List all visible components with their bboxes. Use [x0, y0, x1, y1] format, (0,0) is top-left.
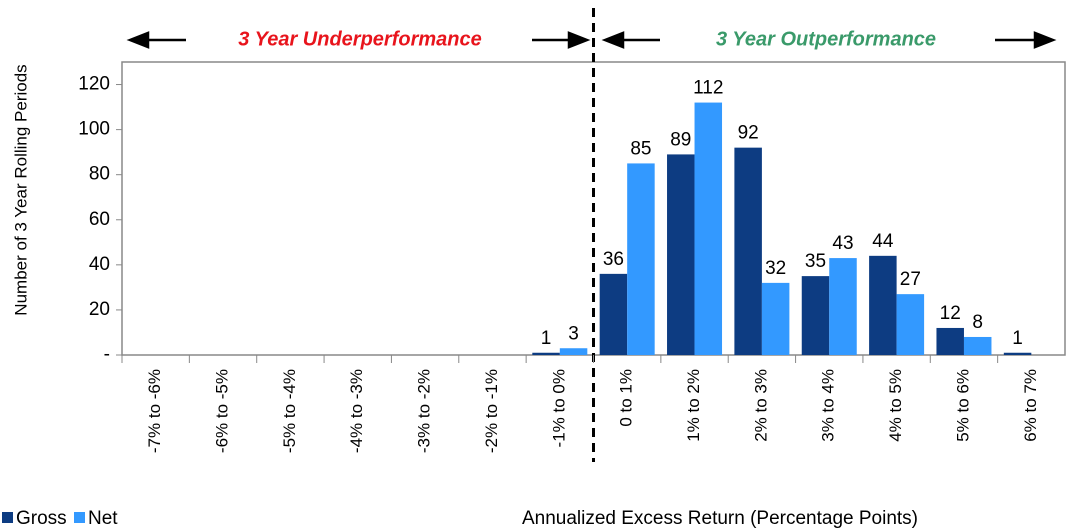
- data-label: 27: [900, 269, 921, 290]
- bar: [559, 348, 588, 355]
- annotation-out: 3 Year Outperformance: [716, 28, 936, 50]
- data-label: 43: [832, 233, 853, 254]
- x-tick-label: -1% to 0%: [549, 369, 568, 447]
- bar: [801, 276, 830, 355]
- data-label: 32: [765, 258, 786, 279]
- legend-label: Gross: [16, 508, 67, 529]
- y-tick-label: 60: [89, 209, 110, 230]
- y-tick-label: 100: [78, 119, 110, 140]
- x-tick-label: 5% to 6%: [953, 369, 972, 442]
- data-label: 8: [972, 312, 983, 333]
- x-tick-label: -6% to -5%: [213, 369, 232, 453]
- legend-swatch: [74, 512, 85, 523]
- data-label: 89: [670, 129, 691, 150]
- annotation-under: 3 Year Underperformance: [238, 28, 481, 50]
- data-label: 36: [603, 249, 624, 270]
- x-axis-label: Annualized Excess Return (Percentage Poi…: [522, 508, 918, 529]
- x-tick-label: -4% to -3%: [347, 369, 366, 453]
- y-tick-label: 120: [78, 74, 110, 95]
- bar: [599, 273, 628, 355]
- bar: [734, 147, 762, 355]
- bar: [869, 255, 897, 355]
- data-label: 12: [940, 303, 961, 324]
- x-tick-label: 6% to 7%: [1021, 369, 1040, 442]
- bar: [761, 282, 790, 355]
- y-tick-label: 40: [89, 254, 110, 275]
- data-label: 92: [738, 123, 759, 144]
- bar: [829, 258, 857, 355]
- x-tick-label: -3% to -2%: [415, 369, 434, 453]
- arrows: [126, 31, 1057, 49]
- data-label: 1: [1012, 328, 1023, 349]
- data-label: 85: [630, 138, 651, 159]
- x-tick-label: 4% to 5%: [886, 369, 905, 442]
- bar: [667, 154, 695, 355]
- x-tick-label: 0 to 1%: [617, 369, 636, 427]
- y-tick-label: 80: [89, 164, 110, 185]
- y-axis-label: Number of 3 Year Rolling Periods: [11, 64, 30, 315]
- data-label: 3: [568, 323, 579, 344]
- bar: [936, 327, 964, 355]
- bar: [627, 163, 655, 355]
- bar: [963, 336, 992, 355]
- x-tick-label: -2% to -1%: [482, 369, 501, 453]
- x-tick-label: 2% to 3%: [751, 369, 770, 442]
- bar: [532, 352, 560, 355]
- legend-swatch: [2, 512, 13, 523]
- data-label: 112: [693, 78, 723, 99]
- bar: [1003, 352, 1032, 355]
- data-label: 1: [541, 328, 552, 349]
- x-tick-label: -5% to -4%: [280, 369, 299, 453]
- y-tick-label: -: [104, 344, 110, 365]
- data-label: 44: [872, 231, 894, 252]
- bar: [694, 102, 723, 355]
- y-tick-label: 20: [89, 299, 110, 320]
- x-tick-label: -7% to -6%: [145, 369, 164, 453]
- data-label: 35: [805, 251, 826, 272]
- legend-label: Net: [88, 508, 118, 529]
- bar: [896, 294, 925, 355]
- x-tick-label: 1% to 2%: [684, 369, 703, 442]
- x-tick-label: 3% to 4%: [819, 369, 838, 442]
